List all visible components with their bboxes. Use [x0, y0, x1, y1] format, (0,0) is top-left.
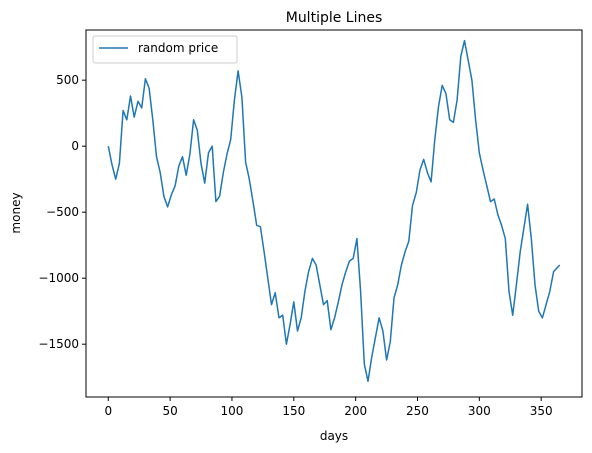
plot-frame — [85, 29, 583, 398]
series-line-0 — [107, 39, 561, 382]
y-tick-layer: 500 0 −500 −1000 −1500 — [38, 73, 86, 351]
legend: random price — [92, 35, 238, 64]
x-tick-label: 350 — [530, 404, 553, 418]
x-tick-label: 0 — [104, 404, 112, 418]
x-tick-label: 200 — [344, 404, 367, 418]
series-layer — [107, 39, 561, 382]
x-tick-layer: 0 50 100 150 200 250 300 350 — [104, 397, 553, 418]
y-tick-label: −1000 — [38, 271, 79, 285]
x-tick-label: 300 — [468, 404, 491, 418]
x-tick-label: 50 — [162, 404, 177, 418]
legend-box — [92, 35, 238, 64]
x-tick-label: 250 — [406, 404, 429, 418]
x-axis-title: days — [320, 429, 348, 443]
y-tick-label: 500 — [56, 73, 79, 87]
x-tick-label: 100 — [221, 404, 244, 418]
y-tick-label: −500 — [46, 205, 79, 219]
y-tick-label: 0 — [71, 139, 79, 153]
y-axis-title: money — [9, 192, 23, 233]
x-tick-label: 150 — [282, 404, 305, 418]
chart-title: Multiple Lines — [286, 10, 383, 26]
y-tick-label: −1500 — [38, 337, 79, 351]
legend-label: random price — [138, 41, 218, 55]
